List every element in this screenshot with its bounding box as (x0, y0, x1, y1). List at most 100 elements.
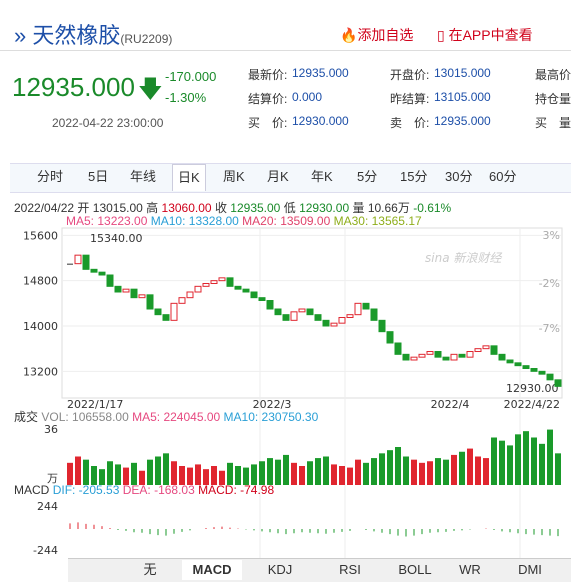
info-val: 10.66万 (367, 201, 410, 215)
tab[interactable]: 年K (311, 169, 333, 184)
candle (458, 353, 466, 358)
macd-header-item: DIF: -205.53 (52, 483, 120, 497)
tab[interactable]: 年线 (130, 169, 157, 184)
volume-bar (227, 462, 233, 485)
tab[interactable]: 分时 (37, 169, 64, 184)
add-text: 添加自选 (357, 27, 414, 43)
add-btn[interactable]: 🔥添加自选 (340, 27, 414, 43)
ma-label: MA10: 13328.00 (150, 214, 239, 228)
macd-header: MACD DIF: -205.53 DEA: -168.03 MACD: -74… (14, 483, 274, 497)
info-key: 量 (352, 201, 365, 215)
time: 2022-04-22 23:00:00 (52, 116, 164, 130)
candle (210, 280, 218, 284)
volume-bar (99, 469, 105, 485)
volume-bar (211, 466, 217, 485)
candle (330, 322, 338, 327)
candle (530, 368, 538, 372)
macd-header-item: MACD (14, 483, 50, 497)
candle (306, 308, 314, 316)
app-btn[interactable]: ▯ 在APP中查看 (437, 27, 533, 43)
volume-bar (347, 467, 353, 485)
macd-header-item: MACD: -74.98 (198, 483, 275, 497)
volume-bar (363, 462, 369, 485)
volume-bar (435, 458, 441, 485)
candle (234, 285, 242, 290)
candle (370, 308, 378, 321)
volume-bar (203, 469, 209, 485)
volume-bar (251, 464, 257, 485)
candle (394, 342, 402, 355)
bottom-tab[interactable]: KDJ (267, 562, 293, 577)
tab[interactable]: 15分 (400, 169, 428, 184)
candle (170, 302, 178, 321)
candle (138, 294, 146, 299)
info-key: 收 (214, 201, 227, 215)
candle (266, 300, 274, 310)
tab[interactable]: 5分 (357, 169, 378, 184)
candle (450, 353, 458, 361)
candle (466, 351, 474, 358)
bottom-tab[interactable]: DMI (518, 562, 542, 577)
volume-bar (427, 461, 433, 485)
candle (67, 263, 73, 265)
field-value: 13105.000 (434, 90, 491, 104)
low-label: 12930.00 (506, 382, 559, 395)
candle (322, 319, 330, 327)
app-text: 在APP中查看 (448, 27, 533, 43)
bottom-tab[interactable]: RSI (339, 562, 361, 577)
tab-active[interactable]: 日K (172, 164, 206, 191)
vol-header: 成交 VOL: 106558.00 MA5: 224045.00 MA10: 2… (14, 408, 318, 425)
volume-bar (91, 466, 97, 485)
field-label: 买 价: (248, 116, 288, 130)
ma-label: MA20: 13509.00 (242, 214, 331, 228)
info-date: 2022/04/22 (14, 201, 75, 215)
pct: -1.30% (165, 90, 207, 105)
field-value: 12930.000 (292, 114, 349, 128)
candle (154, 308, 162, 316)
candle (242, 288, 250, 293)
volume-bar (107, 461, 113, 485)
pct-label: -7% (539, 322, 560, 335)
volume-bar (523, 431, 529, 485)
candle (90, 268, 98, 273)
volume-bar (243, 467, 249, 485)
title-text: 天然橡胶 (32, 23, 121, 48)
info-val: 12935.00 (230, 201, 281, 215)
field-label: 持仓量 (535, 92, 571, 106)
candle (290, 311, 298, 321)
volume-bar (147, 459, 153, 485)
bottom-tab-active[interactable]: MACD (182, 560, 242, 580)
volume-bar (555, 453, 561, 485)
candle (274, 308, 282, 316)
tab[interactable]: 30分 (445, 169, 473, 184)
volume-bar (267, 458, 273, 485)
candle (538, 370, 546, 375)
volume-bar (459, 451, 465, 485)
tab[interactable]: 月K (267, 169, 289, 184)
bottom-bar (68, 558, 571, 582)
volume-bar (403, 456, 409, 485)
candle (106, 274, 114, 287)
candle (314, 314, 322, 321)
candle (218, 277, 226, 282)
tab[interactable]: 5日 (88, 169, 109, 184)
volume-bar (419, 462, 425, 485)
tab[interactable]: 60分 (489, 169, 517, 184)
field-label: 开盘价: (390, 68, 430, 82)
volume-bar (291, 462, 297, 485)
volume-bar (475, 456, 481, 485)
field-label: 最高价 (535, 68, 571, 82)
bottom-tab[interactable]: 无 (143, 562, 157, 577)
field-value: 12935.000 (292, 66, 349, 80)
volume-bar (219, 470, 225, 485)
candle (186, 291, 194, 299)
volume-bar (331, 464, 337, 485)
pct-label: 3% (543, 229, 560, 242)
bottom-tab[interactable]: BOLL (398, 562, 432, 577)
tab[interactable]: 周K (223, 169, 245, 184)
bottom-tab[interactable]: WR (459, 562, 481, 577)
candle (554, 379, 562, 387)
candle (114, 285, 122, 293)
volume-bar (259, 461, 265, 485)
